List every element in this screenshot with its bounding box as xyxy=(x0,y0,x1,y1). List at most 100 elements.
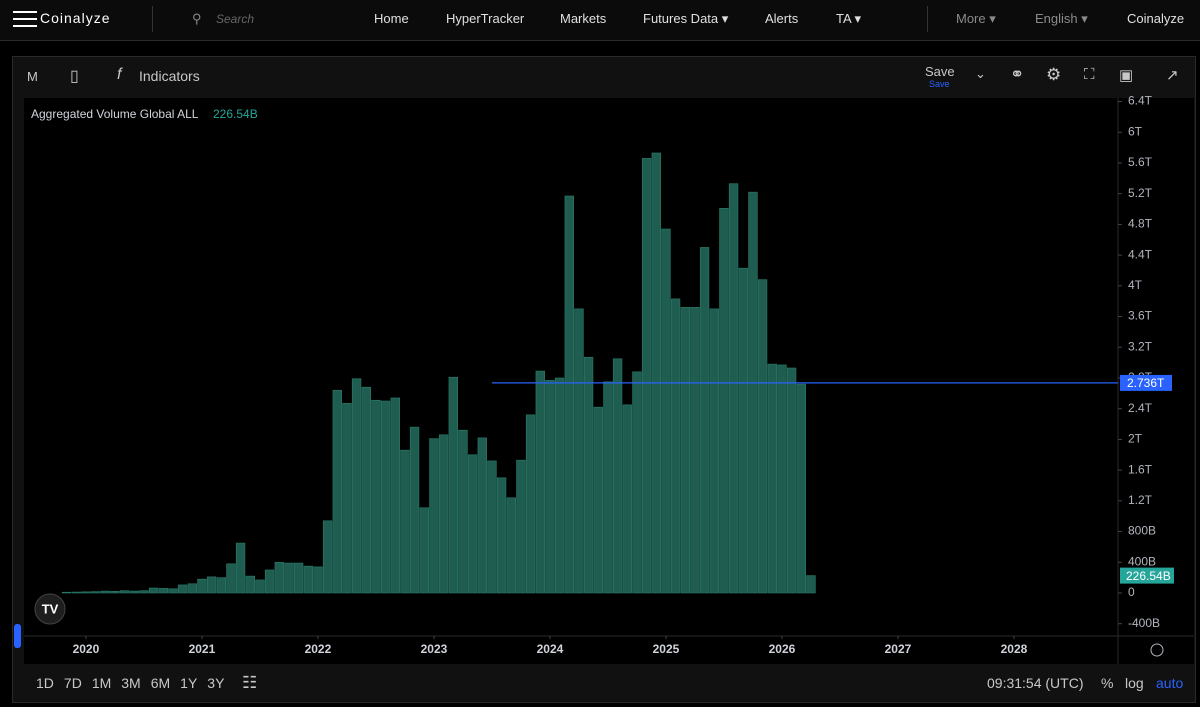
bar xyxy=(670,298,681,594)
bar xyxy=(148,587,159,594)
x-tick-label: 2025 xyxy=(653,642,680,656)
nav-link[interactable]: Home xyxy=(374,11,409,26)
x-tick-label: 2024 xyxy=(537,642,564,656)
search-input[interactable]: Search xyxy=(216,12,255,26)
range-button[interactable]: 6M xyxy=(150,675,171,691)
bar xyxy=(371,399,381,594)
nav-link[interactable]: Coinalyze xyxy=(1127,11,1185,26)
bar xyxy=(71,591,81,594)
bar xyxy=(641,158,652,594)
interval-button[interactable]: M xyxy=(27,69,38,84)
bar xyxy=(496,477,507,594)
bar xyxy=(380,400,391,594)
range-button[interactable]: 1D xyxy=(36,675,54,691)
price-label: 2.736T xyxy=(1127,376,1165,390)
range-button[interactable]: 1M xyxy=(91,675,112,691)
range-button[interactable]: 3Y xyxy=(207,675,225,691)
y-tick-label: 2.4T xyxy=(1128,401,1153,415)
bar xyxy=(264,569,275,594)
indicators-icon[interactable]: f xyxy=(117,66,122,83)
x-tick-label: 2023 xyxy=(421,642,448,656)
bar xyxy=(583,356,594,594)
bar xyxy=(612,358,623,594)
auto-toggle[interactable]: auto xyxy=(1156,675,1184,691)
legend-value: 226.54B xyxy=(213,107,258,121)
range-button[interactable]: 7D xyxy=(63,675,82,691)
bar xyxy=(786,367,797,594)
range-button[interactable]: 1Y xyxy=(180,675,198,691)
bar xyxy=(806,575,816,594)
fullscreen-icon[interactable]: ⛶ xyxy=(1084,66,1095,83)
bar xyxy=(322,520,333,594)
save-menu[interactable]: ⌄ xyxy=(975,66,986,81)
bar xyxy=(632,371,642,594)
nav-link[interactable]: Markets xyxy=(560,11,607,26)
y-tick-label: 3.6T xyxy=(1128,309,1153,323)
bar xyxy=(390,397,400,594)
last-value-label: 226.54B xyxy=(1126,569,1171,583)
log-toggle[interactable]: log xyxy=(1125,675,1144,691)
bar xyxy=(467,454,478,594)
nav-link[interactable]: Futures Data ▾ xyxy=(643,11,729,26)
clock: 09:31:54 (UTC) xyxy=(987,675,1084,691)
percent-toggle[interactable]: % xyxy=(1101,675,1114,691)
range-button[interactable]: 3M xyxy=(121,675,141,691)
y-tick-label: 4T xyxy=(1128,278,1143,292)
y-tick-label: 6.4T xyxy=(1128,94,1153,108)
bar xyxy=(274,561,284,594)
bar xyxy=(719,207,729,594)
bar xyxy=(158,588,168,594)
logo[interactable]: Coinalyze xyxy=(40,10,111,26)
bar xyxy=(748,191,758,594)
nav-link[interactable]: Alerts xyxy=(765,11,799,26)
range-list: 1D 7D 1M 3M 6M 1Y 3Y xyxy=(36,675,224,691)
bar xyxy=(757,279,768,594)
bar xyxy=(351,378,362,594)
bar xyxy=(535,370,545,594)
bar xyxy=(429,438,439,594)
bar xyxy=(438,434,449,594)
bar xyxy=(545,379,555,594)
bar xyxy=(477,437,487,594)
date-range-icon[interactable]: ☷ xyxy=(242,673,258,692)
sidebar-toggle[interactable] xyxy=(14,624,21,648)
bar xyxy=(129,590,139,594)
bar xyxy=(680,307,690,594)
bar xyxy=(525,414,536,594)
bar xyxy=(303,565,313,594)
plot xyxy=(61,152,816,594)
publish-icon[interactable]: ↗ xyxy=(1166,67,1179,84)
menu-icon[interactable] xyxy=(13,11,37,13)
y-tick-label: 5.6T xyxy=(1128,155,1153,169)
bar xyxy=(100,590,110,594)
bar xyxy=(255,579,265,594)
settings-icon[interactable]: ⚙ xyxy=(1046,65,1062,84)
bar xyxy=(593,406,603,594)
bar xyxy=(777,364,787,594)
nav-bar: Coinalyze ⚲ Search Home HyperTracker Mar… xyxy=(0,0,1200,41)
save-button[interactable]: Save xyxy=(925,64,955,79)
bar xyxy=(216,577,226,594)
axis-settings-icon[interactable] xyxy=(1150,643,1164,657)
nav-link[interactable]: More ▾ xyxy=(956,11,996,26)
y-tick-label: 5.2T xyxy=(1128,186,1153,200)
bar xyxy=(187,583,197,594)
nav-link[interactable]: TA ▾ xyxy=(836,11,862,26)
tv-logo[interactable] xyxy=(34,593,66,625)
nav-link[interactable]: HyperTracker xyxy=(446,11,525,26)
nav-link[interactable]: English ▾ xyxy=(1035,11,1088,26)
x-tick-label: 2026 xyxy=(769,642,796,656)
bar xyxy=(90,591,101,594)
screenshot-icon[interactable]: ▣ xyxy=(1119,67,1134,84)
bar xyxy=(400,449,410,594)
bar xyxy=(361,386,371,594)
bar xyxy=(419,507,429,594)
bar xyxy=(81,591,91,594)
alert-icon[interactable]: ⚭ xyxy=(1010,65,1025,84)
chart-type-button[interactable]: ▯ xyxy=(70,68,79,85)
bar xyxy=(516,459,526,594)
bottom-bar: 1D 7D 1M 3M 6M 1Y 3Y ☷ 09:31:54 (UTC) % log au… xyxy=(0,664,1200,707)
bar xyxy=(554,377,565,594)
indicators-button[interactable]: Indicators xyxy=(139,68,200,84)
y-tick-label: 4.4T xyxy=(1128,247,1153,261)
